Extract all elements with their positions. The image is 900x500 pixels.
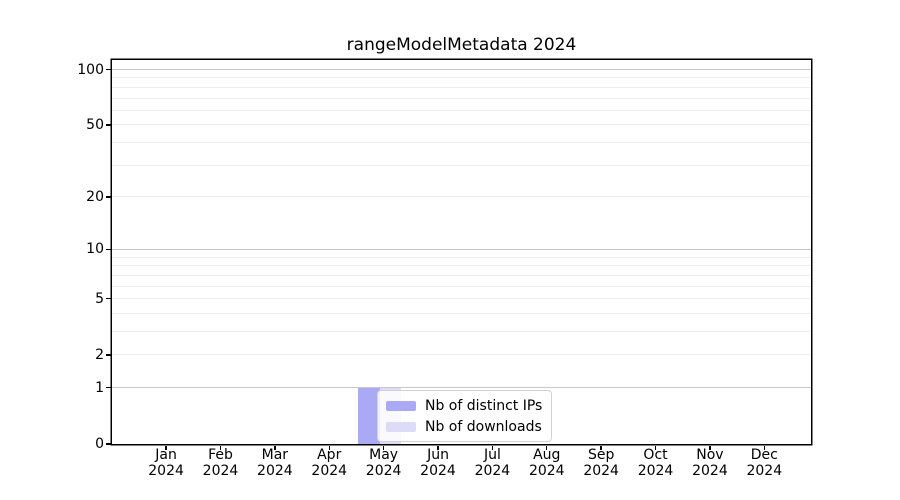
x-tick-mark bbox=[328, 445, 330, 450]
y-tick-mark bbox=[106, 196, 111, 198]
y-tick-label: 20 bbox=[86, 188, 104, 205]
x-tick-year: 2024 bbox=[311, 462, 348, 479]
y-gridline-minor bbox=[112, 256, 811, 258]
plot-area: Nb of distinct IPs Nb of downloads bbox=[112, 60, 811, 444]
x-tick-mark bbox=[165, 445, 167, 450]
x-tick-month: Jan bbox=[155, 447, 177, 463]
y-tick-mark bbox=[106, 124, 111, 126]
legend-swatch-distinct-ips bbox=[386, 400, 416, 411]
y-gridline-minor bbox=[112, 196, 811, 198]
x-tick-mark bbox=[546, 445, 548, 450]
x-tick-year: 2024 bbox=[692, 462, 728, 479]
x-tick-label: Oct 2024 bbox=[626, 447, 686, 479]
y-gridline-minor bbox=[112, 109, 811, 111]
x-tick-year: 2024 bbox=[528, 462, 565, 479]
y-gridline-minor bbox=[112, 285, 811, 287]
x-tick-month: Jun bbox=[427, 447, 449, 463]
x-tick-year: 2024 bbox=[746, 462, 783, 479]
x-tick-mark bbox=[709, 445, 711, 450]
legend-label-downloads: Nb of downloads bbox=[425, 418, 542, 435]
x-tick-month: Jul bbox=[483, 447, 501, 463]
y-gridline-minor bbox=[112, 86, 811, 88]
y-tick-mark bbox=[106, 248, 111, 251]
y-gridline-minor bbox=[112, 274, 811, 276]
x-tick-label: May 2024 bbox=[354, 447, 414, 479]
y-gridline-minor bbox=[112, 142, 811, 144]
x-tick-month: May bbox=[369, 447, 399, 463]
x-tick-label: Feb 2024 bbox=[190, 447, 250, 479]
y-gridline-minor bbox=[112, 77, 811, 79]
x-tick-month: Feb bbox=[208, 447, 233, 463]
y-tick-label: 0 bbox=[95, 436, 104, 452]
x-tick-label: Jun 2024 bbox=[408, 447, 468, 479]
y-gridline-minor bbox=[112, 354, 811, 356]
y-tick-label: 1 bbox=[95, 379, 104, 396]
x-tick-mark bbox=[274, 445, 276, 450]
legend-label-distinct-ips: Nb of distinct IPs bbox=[425, 397, 543, 414]
x-tick-mark bbox=[437, 445, 439, 450]
y-tick-mark bbox=[106, 297, 111, 300]
x-tick-mark bbox=[600, 445, 602, 450]
x-tick-mark bbox=[654, 445, 657, 450]
x-tick-label: Sep 2024 bbox=[571, 447, 631, 479]
x-tick-month: Apr bbox=[317, 447, 342, 463]
y-gridline-major bbox=[112, 248, 811, 251]
y-tick-label: 5 bbox=[95, 290, 104, 307]
bar-distinct-ips bbox=[358, 387, 380, 444]
y-gridline-minor bbox=[112, 312, 811, 314]
x-tick-mark bbox=[491, 445, 494, 450]
x-tick-label: Nov 2024 bbox=[680, 447, 740, 479]
legend-item-distinct-ips: Nb of distinct IPs bbox=[386, 395, 542, 416]
x-tick-label: Apr 2024 bbox=[299, 447, 359, 479]
legend-swatch-downloads bbox=[386, 421, 416, 432]
y-gridline-minor bbox=[112, 97, 811, 99]
x-tick-month: Dec bbox=[750, 447, 778, 463]
y-gridline-minor bbox=[112, 124, 811, 126]
x-tick-mark bbox=[763, 445, 765, 450]
y-tick-label: 10 bbox=[86, 241, 104, 258]
y-tick-label: 50 bbox=[86, 116, 104, 133]
x-tick-month: Oct bbox=[643, 447, 668, 463]
x-tick-month: Aug bbox=[533, 447, 561, 463]
x-tick-year: 2024 bbox=[202, 462, 239, 479]
y-gridline-major bbox=[112, 68, 811, 71]
y-gridline-minor bbox=[112, 331, 811, 333]
x-tick-month: Mar bbox=[261, 447, 289, 463]
x-tick-month: Sep bbox=[587, 447, 615, 463]
y-tick-mark bbox=[106, 387, 111, 389]
y-tick-mark bbox=[106, 68, 111, 71]
x-tick-month: Nov bbox=[696, 447, 724, 463]
x-tick-label: Jan 2024 bbox=[136, 447, 196, 479]
y-tick-label: 100 bbox=[77, 61, 104, 78]
y-gridline-minor bbox=[112, 298, 811, 300]
legend-item-downloads: Nb of downloads bbox=[386, 416, 542, 437]
x-tick-label: Aug 2024 bbox=[517, 447, 577, 479]
y-tick-mark bbox=[106, 354, 111, 356]
legend: Nb of distinct IPs Nb of downloads bbox=[377, 390, 553, 442]
y-gridline-minor bbox=[112, 164, 811, 166]
y-tick-label: 2 bbox=[95, 346, 104, 363]
y-tick-mark bbox=[106, 443, 111, 445]
x-tick-year: 2024 bbox=[637, 462, 674, 479]
x-tick-year: 2024 bbox=[420, 462, 456, 479]
x-tick-year: 2024 bbox=[257, 462, 293, 479]
x-tick-label: Jul 2024 bbox=[462, 447, 522, 479]
x-tick-year: 2024 bbox=[583, 462, 619, 479]
y-gridline-major bbox=[112, 387, 811, 389]
x-tick-label: Dec 2024 bbox=[734, 447, 794, 479]
chart-title: rangeModelMetadata 2024 bbox=[346, 35, 577, 55]
x-tick-year: 2024 bbox=[148, 462, 184, 479]
x-tick-year: 2024 bbox=[474, 462, 511, 479]
x-tick-mark bbox=[219, 445, 222, 450]
x-tick-mark bbox=[382, 445, 385, 450]
x-tick-year: 2024 bbox=[365, 462, 402, 479]
y-gridline-minor bbox=[112, 265, 811, 267]
x-tick-label: Mar 2024 bbox=[245, 447, 305, 479]
